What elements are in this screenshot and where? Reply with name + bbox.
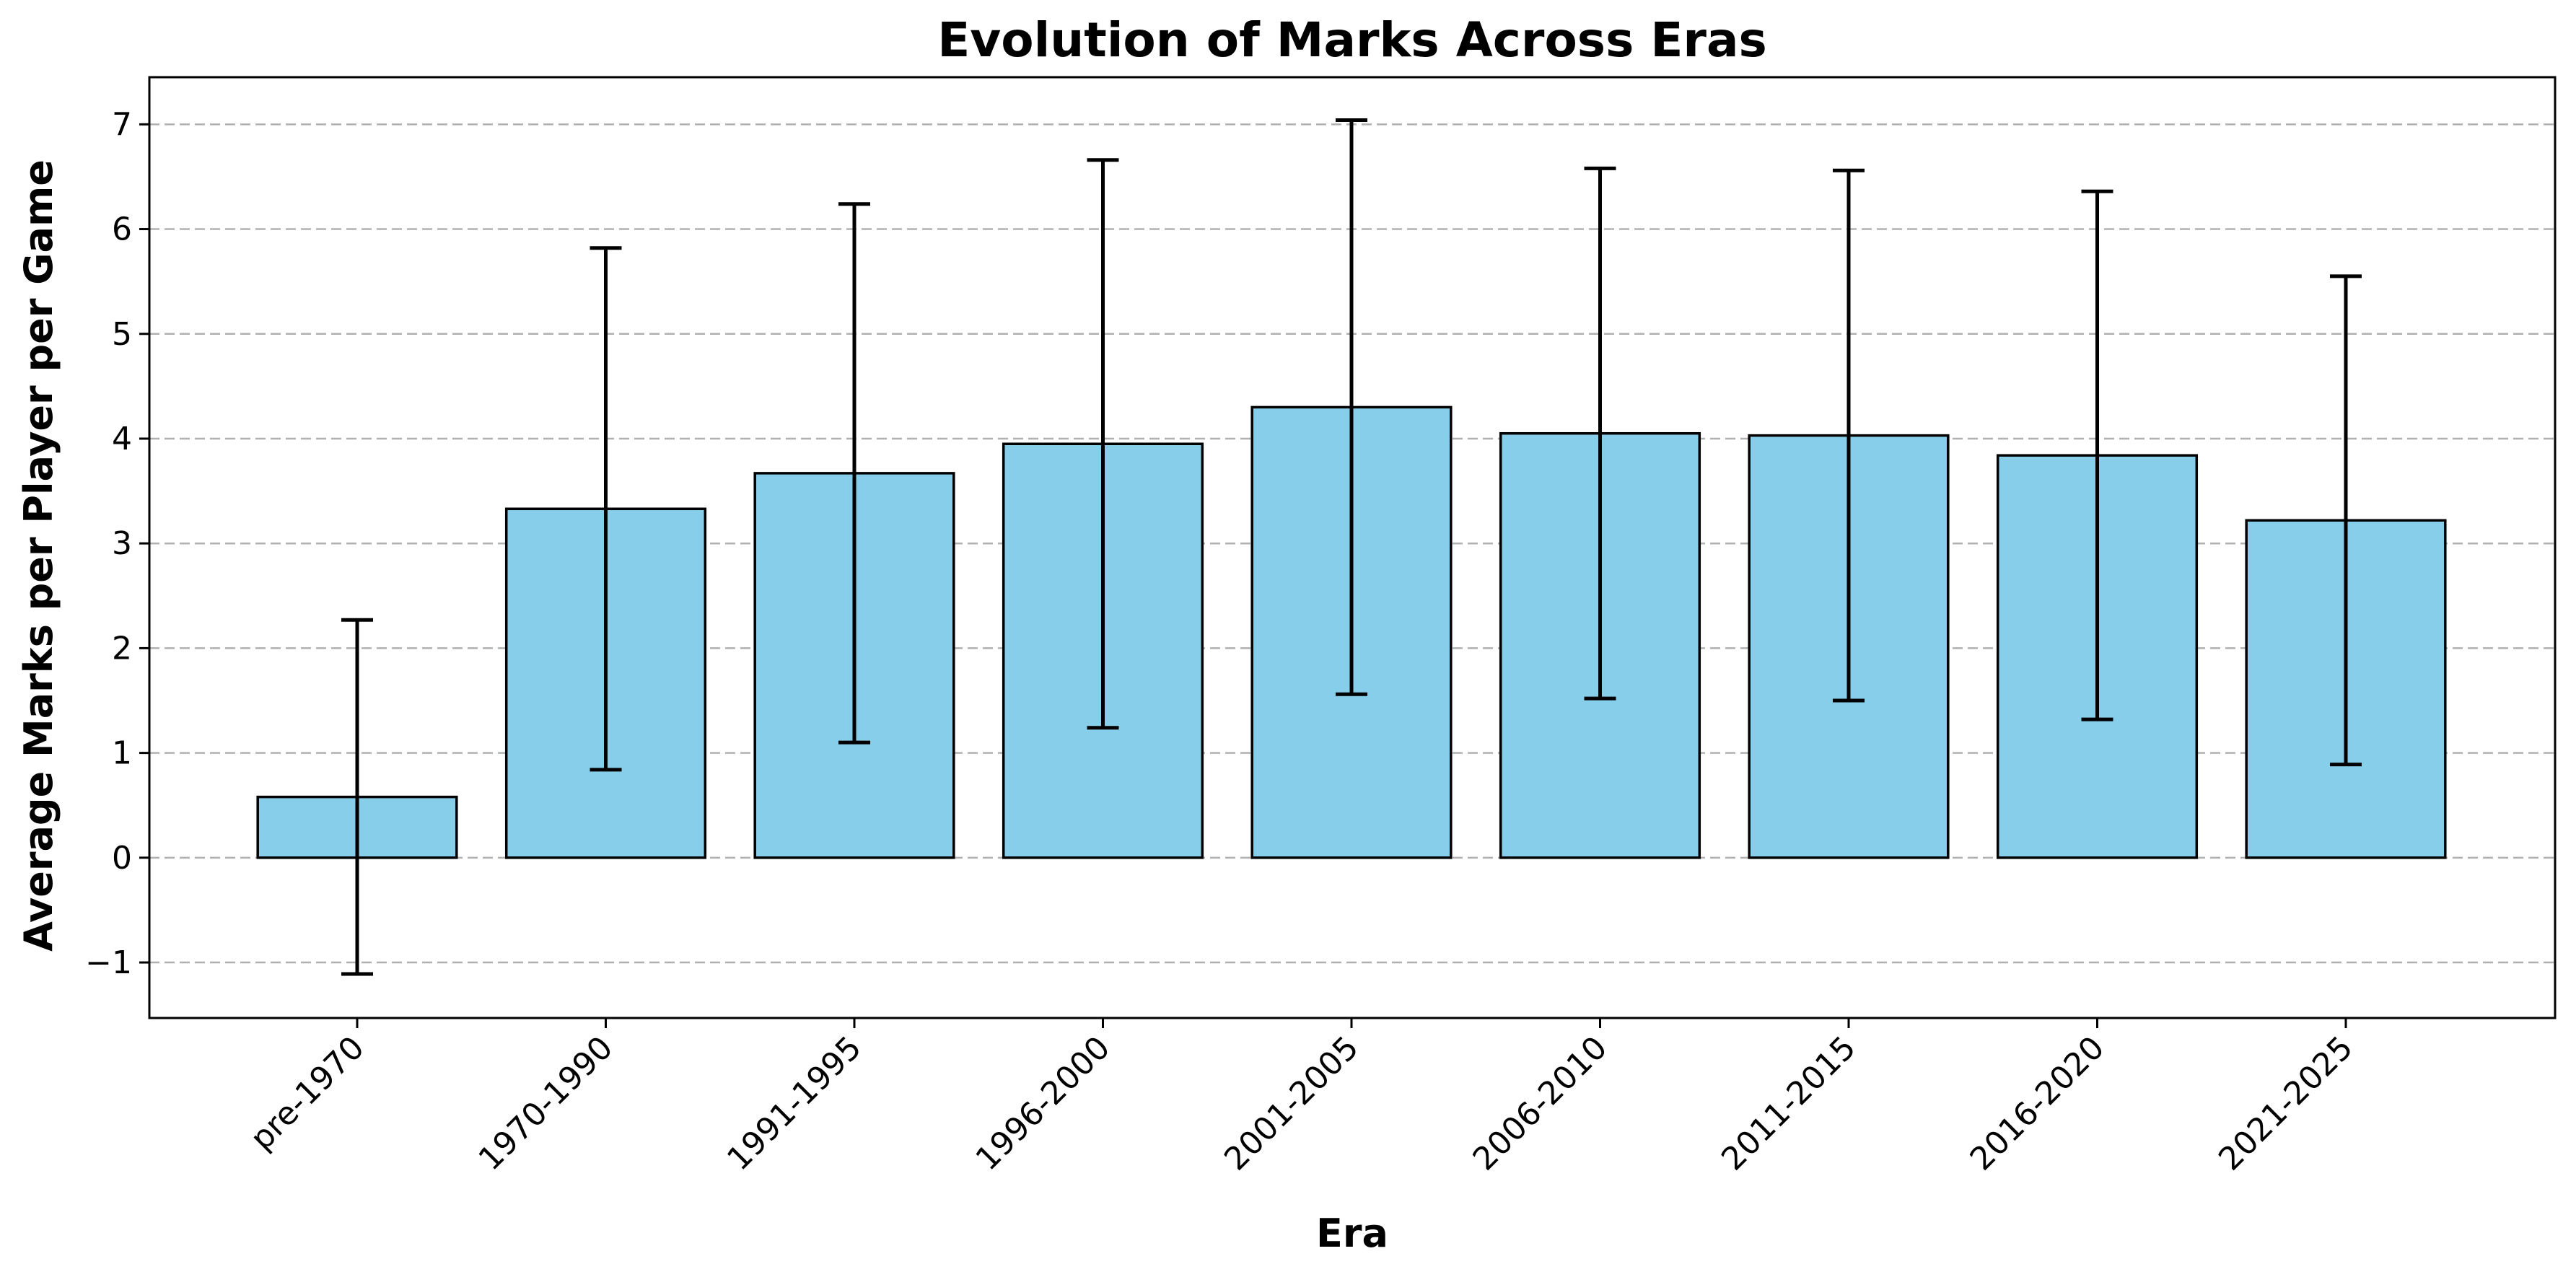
x-tick-label: 1970-1990	[472, 1030, 621, 1178]
x-tick-label: 1996-2000	[969, 1030, 1118, 1178]
y-tick-label: 0	[112, 840, 132, 877]
x-tick-label: 2021-2025	[2212, 1030, 2360, 1178]
x-tick-label: 2001-2005	[1217, 1030, 1366, 1178]
y-axis: −1 0 1 2 3 4 5 6 7	[85, 106, 149, 981]
y-tick-label: 1	[112, 735, 132, 772]
y-axis-label: Average Marks per Player per Game	[16, 159, 61, 952]
error-bars	[341, 118, 2362, 976]
x-tick-label: 2006-2010	[1466, 1030, 1615, 1178]
y-tick-label: 7	[112, 106, 132, 143]
y-tick-label: −1	[85, 944, 132, 981]
y-tick-label: 5	[112, 316, 132, 353]
y-tick-label: 4	[112, 421, 132, 457]
x-tick-label: 2016-2020	[1963, 1030, 2112, 1178]
x-tick-label: pre-1970	[243, 1030, 371, 1157]
y-tick-label: 3	[112, 525, 132, 562]
x-axis-label: Era	[1316, 1211, 1388, 1256]
x-tick-label: 2011-2015	[1714, 1030, 1863, 1178]
x-axis: pre-1970 1970-1990 1991-1995 1996-2000 2001-…	[243, 1018, 2360, 1177]
y-tick-label: 6	[112, 211, 132, 248]
x-tick-label: 1991-1995	[720, 1030, 869, 1178]
y-tick-label: 2	[112, 630, 132, 667]
chart-title: Evolution of Marks Across Eras	[937, 12, 1767, 68]
